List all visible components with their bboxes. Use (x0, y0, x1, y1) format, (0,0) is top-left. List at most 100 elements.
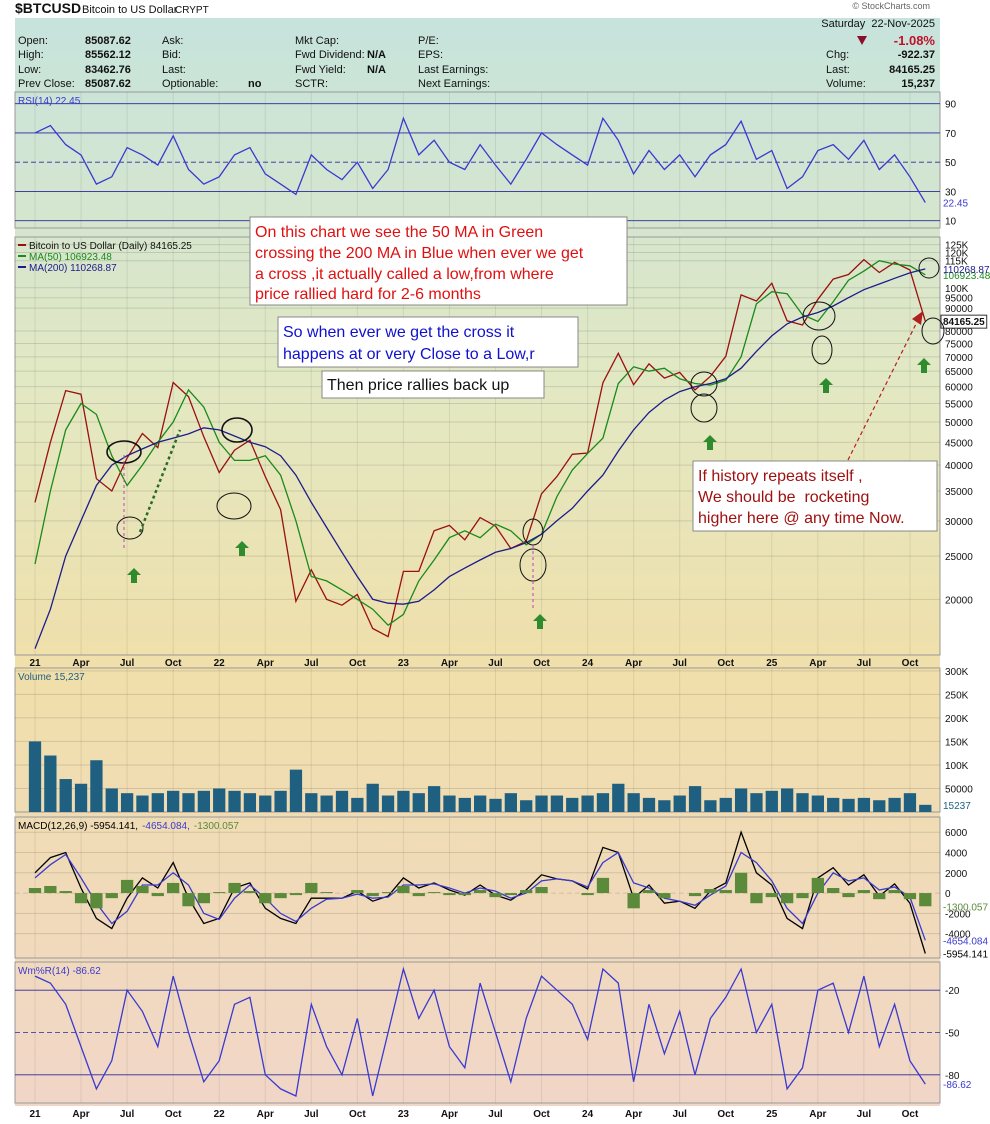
exchange: CRYPT (175, 5, 209, 16)
circle (918, 257, 940, 279)
header: $BTCUSD Bitcoin to US Dollar CRYPT Satur… (15, 0, 935, 90)
bar (750, 793, 763, 812)
x-tick-label: Apr (625, 658, 642, 669)
bar (520, 890, 533, 894)
annotation-line: Then price rallies back up (327, 377, 509, 394)
bar (550, 795, 564, 812)
bar (489, 798, 502, 812)
x-tick-label: Apr (257, 658, 274, 669)
field-value: 84165.25 (889, 64, 935, 76)
bar (197, 790, 210, 812)
bar (213, 892, 226, 894)
y-tick-label: 250K (945, 690, 969, 701)
x-tick-label: 22 (214, 1109, 226, 1120)
y-tick-label: 10 (945, 217, 957, 228)
y-tick-label: -50 (945, 1029, 960, 1040)
bar (320, 795, 333, 812)
y-tick-label: 50 (945, 158, 957, 169)
last-value-label: -86.62 (943, 1080, 972, 1091)
bar (474, 795, 487, 812)
y-tick-label: 120K (945, 248, 969, 259)
field-value: 15,237 (901, 78, 935, 90)
y-tick-label: 40000 (945, 461, 973, 472)
last-value-label: 15237 (943, 801, 971, 812)
field-label: Next Earnings: (418, 78, 490, 90)
y-tick-label: 75000 (945, 339, 973, 350)
y-tick-label: 115K (945, 257, 968, 268)
bar (704, 889, 717, 894)
bar (59, 779, 72, 812)
bar (750, 893, 763, 904)
y-tick-label: 30 (945, 187, 957, 198)
x-tick-label: 25 (766, 1109, 778, 1120)
bar (504, 893, 517, 896)
y-tick-label: 100K (945, 761, 969, 772)
bar (903, 793, 917, 812)
x-tick-label: Oct (902, 658, 919, 669)
last-value-label: 106923.48 (943, 271, 990, 282)
annotation-line: If history repeats itself , (698, 468, 863, 485)
copyright: © StockCharts.com (852, 1, 930, 11)
x-tick-label: Jul (120, 658, 135, 669)
bar (136, 885, 149, 894)
bar (673, 795, 686, 812)
bar (566, 797, 579, 812)
x-tick-label: 21 (29, 658, 41, 669)
x-tick-label: Oct (717, 1109, 734, 1120)
series-line (34, 260, 926, 627)
bar (658, 893, 671, 899)
bar (919, 804, 932, 812)
bar (167, 882, 180, 894)
field-value: 85087.62 (85, 35, 131, 47)
up-arrow (703, 435, 717, 450)
bar (458, 797, 471, 812)
series-line (34, 851, 926, 941)
bar (827, 888, 840, 894)
change-pct: -1.08% (894, 33, 936, 48)
bar (688, 786, 702, 812)
bar (259, 893, 272, 904)
bar (642, 890, 656, 894)
x-tick-label: Jul (304, 1109, 319, 1120)
legend-entry: MACD(12,26,9) -5954.141, (18, 821, 138, 832)
field-label: SCTR: (295, 78, 328, 90)
x-tick-label: Oct (717, 658, 734, 669)
bar (28, 888, 42, 894)
legend-entry: MA(50) 106923.48 (29, 252, 112, 263)
y-tick-label: 80000 (945, 327, 973, 338)
bar (28, 741, 42, 812)
circle (216, 492, 252, 520)
x-tick-label: Apr (809, 658, 826, 669)
bar (366, 783, 379, 812)
x-tick-label: Oct (349, 1109, 366, 1120)
x-tick-label: 25 (766, 658, 778, 669)
up-arrow (819, 378, 833, 393)
field-label: High: (18, 49, 44, 61)
bar (305, 882, 318, 894)
circle (116, 516, 144, 540)
field-value: N/A (367, 49, 386, 61)
y-tick-label: 6000 (945, 828, 968, 839)
bar (581, 795, 594, 812)
x-tick-label: 23 (398, 658, 410, 669)
x-tick-label: Apr (441, 658, 458, 669)
bar (535, 886, 548, 894)
bar (59, 891, 72, 894)
x-tick-label: Oct (165, 658, 182, 669)
y-tick-label: 125K (945, 241, 969, 252)
y-tick-label: -2000 (945, 909, 971, 920)
bar (873, 893, 886, 900)
date: Saturday 22-Nov-2025 (821, 18, 935, 30)
annotation-box (321, 370, 545, 399)
annotation-box (277, 316, 579, 368)
bar (842, 893, 855, 898)
last-value-label: -5954.141 (943, 949, 988, 960)
x-tick-label: Oct (533, 1109, 550, 1120)
bar (642, 797, 656, 812)
bar (44, 755, 57, 812)
bar (627, 893, 640, 909)
y-tick-label: 45000 (945, 438, 973, 449)
bar (136, 795, 149, 812)
annotation-line: happens at or very Close to a Low,r (283, 346, 535, 363)
field-label: P/E: (418, 35, 439, 47)
